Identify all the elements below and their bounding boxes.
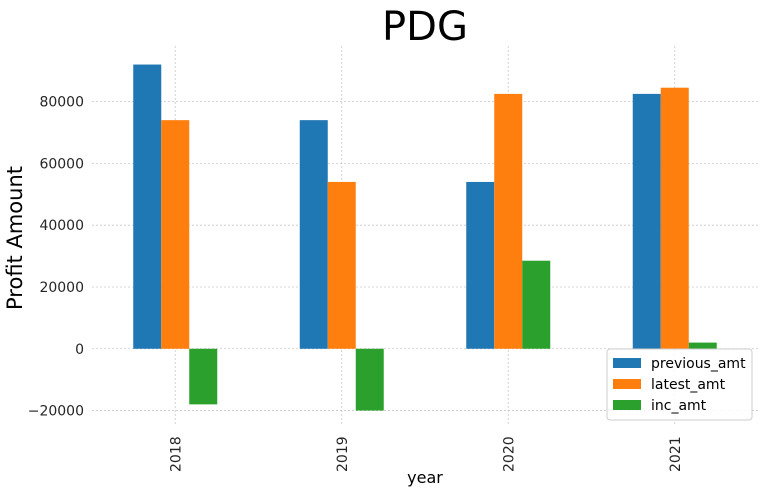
x-axis-label: year [407,468,443,487]
bar-previous_amt-2020 [466,181,495,349]
bar-inc_amt-2020 [522,260,551,349]
y-tick-label: 60000 [39,156,84,172]
bar-latest_amt-2019 [327,181,356,349]
x-tick-label: 2019 [335,436,351,472]
bar-inc_amt-2018 [189,348,218,405]
legend-label-latest_amt: latest_amt [651,377,726,393]
x-tick-label: 2021 [668,436,684,472]
legend-swatch-inc_amt [613,400,641,410]
y-tick-label: 20000 [39,280,84,296]
bar-previous_amt-2018 [133,64,162,349]
bar-previous_amt-2021 [632,93,661,349]
bar-latest_amt-2020 [494,93,523,349]
legend-label-previous_amt: previous_amt [651,356,746,372]
legend-label-inc_amt: inc_amt [651,398,707,414]
y-tick-label: −20000 [28,404,84,420]
x-ticks: 2018 2019 2020 2021 [168,436,684,472]
bar-latest_amt-2018 [161,120,190,349]
chart-title: PDG [382,4,468,50]
y-tick-label: 0 [75,342,84,358]
bar-previous_amt-2019 [299,120,328,349]
y-tick-label: 80000 [39,95,84,111]
bar-latest_amt-2021 [660,87,689,349]
x-tick-label: 2018 [168,436,184,472]
bar-inc_amt-2021 [688,342,717,349]
y-ticks: −20000 0 20000 40000 60000 80000 [28,95,84,420]
bar-inc_amt-2019 [355,348,384,411]
legend-swatch-previous_amt [613,358,641,368]
legend-box [606,348,753,421]
legend-swatch-latest_amt [613,379,641,389]
legend: previous_amt latest_amt inc_amt [606,348,753,421]
y-axis-label: Profit Amount [3,166,27,310]
bars [133,64,717,411]
y-tick-label: 40000 [39,218,84,234]
x-tick-label: 2020 [501,436,517,472]
